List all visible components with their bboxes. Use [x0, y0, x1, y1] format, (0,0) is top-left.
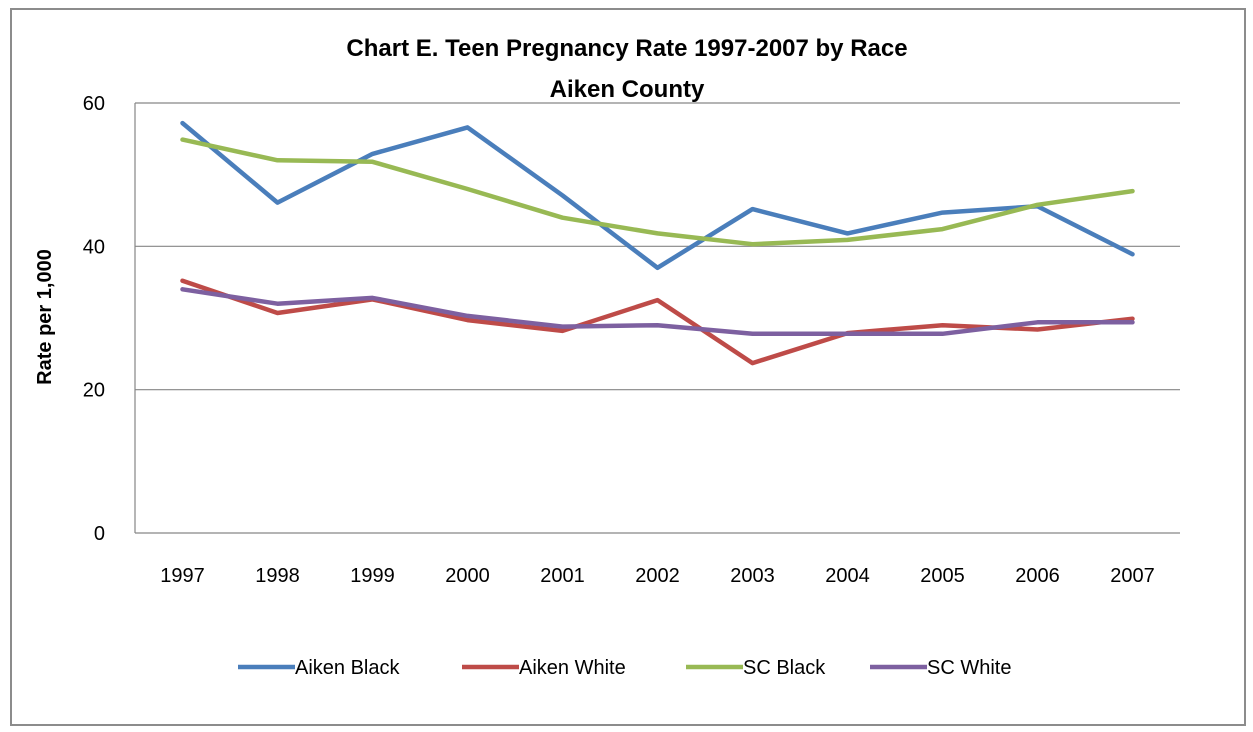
y-tick-label: 20 [83, 380, 105, 402]
legend-label: Aiken Black [295, 657, 400, 679]
x-tick-label: 1999 [350, 565, 395, 587]
x-tick-labels: 1997 1998 1999 2000 2001 2002 2003 2004 2005 2006… [160, 565, 1155, 587]
x-tick-label: 2000 [445, 565, 490, 587]
gridlines [134, 102, 1180, 534]
x-tick-label: 2002 [635, 565, 680, 587]
x-tick-label: 2007 [1110, 565, 1155, 587]
series-line [180, 137, 1135, 247]
legend-label: SC White [927, 657, 1011, 679]
x-tick-label: 2004 [825, 565, 870, 587]
legend-label: SC Black [743, 657, 826, 679]
chart-frame [10, 8, 1246, 726]
series-line [180, 278, 1135, 366]
series-line [180, 120, 1135, 271]
legend-label: Aiken White [519, 657, 626, 679]
y-tick-labels: 0 20 40 60 [83, 93, 105, 545]
x-tick-label: 1998 [255, 565, 300, 587]
y-axis-label: Rate per 1,000 [34, 249, 56, 385]
x-tick-label: 2006 [1015, 565, 1060, 587]
y-tick-label: 40 [83, 236, 105, 258]
chart-subtitle: Aiken County [550, 76, 705, 103]
series-line [180, 287, 1135, 337]
x-tick-label: 2003 [730, 565, 775, 587]
x-tick-label: 2001 [540, 565, 585, 587]
x-tick-label: 1997 [160, 565, 205, 587]
chart-title: Chart E. Teen Pregnancy Rate 1997-2007 b… [346, 35, 907, 62]
y-tick-label: 0 [94, 523, 105, 545]
series-lines [180, 120, 1135, 366]
legend: Aiken Black Aiken White SC Black SC White [238, 657, 1011, 679]
y-tick-label: 60 [83, 93, 105, 115]
x-tick-label: 2005 [920, 565, 965, 587]
